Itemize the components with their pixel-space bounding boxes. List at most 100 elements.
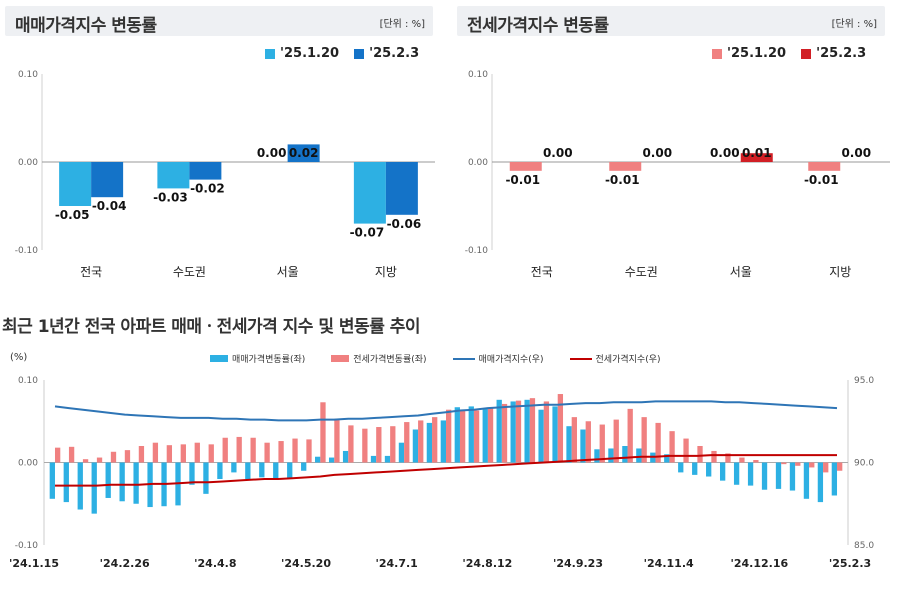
trend-bar-sale-11 [203, 462, 209, 494]
jeonse-legend-swatch-2 [801, 48, 812, 59]
trend-bar-sale-30 [468, 406, 474, 463]
trend-bar-sale-50 [747, 462, 754, 486]
trend-bar-jeonse-19 [320, 402, 326, 463]
trend-xtick-6: '24.9.23 [553, 557, 603, 570]
trend-bar-jeonse-31 [487, 408, 494, 463]
jeonse-panel-header: 전세가격지수 변동률 [단위 : %] [457, 6, 885, 36]
jeonse-bar-s1-c2 [740, 153, 773, 162]
trend-bar-sale-55 [817, 462, 824, 503]
trend-bar-sale-46 [692, 462, 698, 475]
jeonse-label-s1-c0: 0.00 [543, 146, 573, 160]
trend-line-jeonse-index [55, 454, 837, 487]
trend-bar-sale-17 [287, 462, 293, 479]
jeonse-ytick-0: 0.10 [468, 70, 488, 80]
trend-bar-jeonse-32 [501, 403, 508, 463]
trend-bar-jeonse-25 [404, 422, 410, 463]
trend-bar-sale-16 [273, 462, 279, 479]
trend-legend-sale-index: 매매가격지수(우) [452, 352, 544, 365]
trend-xtick-5: '24.8.12 [462, 557, 512, 570]
sale-label-s1-c2: 0.02 [289, 146, 319, 160]
trend-bar-sale-19 [315, 456, 321, 463]
trend-bar-jeonse-18 [306, 439, 312, 463]
trend-bar-jeonse-39 [599, 424, 605, 463]
sale-panel-title: 매매가격지수 변동률 [15, 16, 157, 36]
trend-chart: 0.10 0.00 -0.10 95.0 90.0 85.0 '24.1.15 '24.2.2… [9, 376, 874, 570]
trend-bar-sale-39 [594, 449, 600, 463]
jeonse-category-0: 전국 [531, 265, 553, 279]
jeonse-category-2: 서울 [730, 265, 752, 279]
trend-bar-jeonse-21 [348, 425, 354, 463]
trend-ytick-left-1: 0.00 [18, 459, 38, 469]
trend-legend-swatch-sale-index [452, 357, 475, 360]
trend-bar-jeonse-50 [753, 460, 759, 463]
trend-bar-sale-28 [440, 420, 446, 463]
trend-legend-swatch-jeonse-index [569, 357, 592, 360]
trend-bar-jeonse-6 [138, 446, 145, 463]
trend-bar-sale-5 [119, 462, 125, 502]
trend-bar-sale-40 [608, 448, 614, 463]
trend-xtick-7: '24.11.4 [644, 557, 694, 570]
trend-bar-jeonse-9 [180, 444, 186, 463]
trend-bar-jeonse-3 [96, 457, 103, 463]
sale-ytick-0: 0.10 [18, 70, 38, 80]
trend-bar-sale-27 [426, 422, 433, 463]
sale-panel-unit: [단위 : %] [379, 19, 425, 30]
sale-bar-s0-c1 [157, 162, 190, 189]
trend-bar-jeonse-20 [334, 418, 340, 463]
sale-category-1: 수도권 [173, 265, 206, 279]
jeonse-label-s0-c3: -0.01 [804, 173, 839, 187]
sale-legend-swatch-2 [354, 48, 365, 59]
trend-bar-jeonse-2 [82, 459, 89, 463]
sale-label-s1-c3: -0.06 [387, 217, 422, 231]
jeonse-bar-s0-c3 [808, 162, 841, 171]
trend-ytick-right-0: 95.0 [854, 376, 874, 386]
trend-bar-sale-15 [259, 462, 265, 478]
trend-bar-jeonse-29 [459, 410, 466, 463]
trend-left-unit: (%) [10, 352, 28, 363]
trend-bar-jeonse-13 [236, 436, 242, 463]
trend-xtick-2: '24.4.8 [194, 557, 236, 570]
trend-bar-jeonse-12 [222, 437, 228, 463]
sale-ytick-2: -0.10 [15, 246, 39, 256]
trend-bar-jeonse-5 [124, 450, 131, 463]
trend-bar-jeonse-28 [446, 409, 452, 463]
trend-bar-jeonse-22 [362, 428, 368, 463]
sale-panel-header: 매매가격지수 변동률 [단위 : %] [5, 6, 433, 36]
trend-bar-jeonse-33 [515, 400, 522, 463]
jeonse-label-s1-c3: 0.00 [841, 146, 871, 160]
trend-bar-jeonse-34 [529, 398, 536, 463]
trend-bar-sale-41 [622, 446, 628, 463]
trend-bar-sale-1 [63, 462, 69, 503]
trend-bar-sale-25 [398, 442, 405, 463]
trend-bar-sale-18 [301, 462, 307, 471]
trend-bar-sale-42 [636, 448, 642, 463]
trend-bar-sale-13 [231, 462, 237, 473]
trend-bar-sale-36 [552, 406, 558, 463]
trend-bar-jeonse-48 [725, 453, 731, 463]
jeonse-label-s0-c0: -0.01 [505, 173, 540, 187]
sale-legend-item-2: '25.2.3 [354, 46, 419, 61]
trend-bar-jeonse-38 [585, 421, 591, 463]
trend-bar-sale-33 [510, 401, 516, 463]
trend-bar-sale-3 [91, 462, 97, 514]
sale-bar-s0-c3 [353, 162, 386, 224]
trend-bar-jeonse-4 [110, 451, 117, 463]
trend-legend-swatch-sale-change [210, 355, 228, 362]
sale-bar-s1-c2 [287, 144, 320, 162]
trend-bar-sale-10 [189, 462, 195, 485]
trend-bar-sale-48 [719, 462, 726, 481]
trend-bar-jeonse-47 [711, 450, 717, 463]
trend-bar-jeonse-30 [473, 410, 480, 463]
trend-bar-jeonse-15 [264, 442, 270, 463]
trend-bar-jeonse-27 [432, 417, 438, 463]
trend-xtick-4: '24.7.1 [375, 557, 417, 570]
jeonse-category-3: 지방 [829, 265, 851, 279]
trend-bar-jeonse-37 [571, 417, 577, 463]
jeonse-change-chart: 0.100.00-0.10전국-0.010.00수도권-0.010.00서울0.… [465, 70, 890, 279]
trend-bar-jeonse-55 [823, 462, 829, 473]
jeonse-ytick-2: -0.10 [465, 246, 489, 256]
jeonse-panel-unit: [단위 : %] [831, 19, 877, 30]
trend-bar-jeonse-0 [54, 447, 61, 463]
trend-bar-sale-6 [133, 462, 139, 504]
trend-bar-jeonse-53 [795, 462, 801, 466]
